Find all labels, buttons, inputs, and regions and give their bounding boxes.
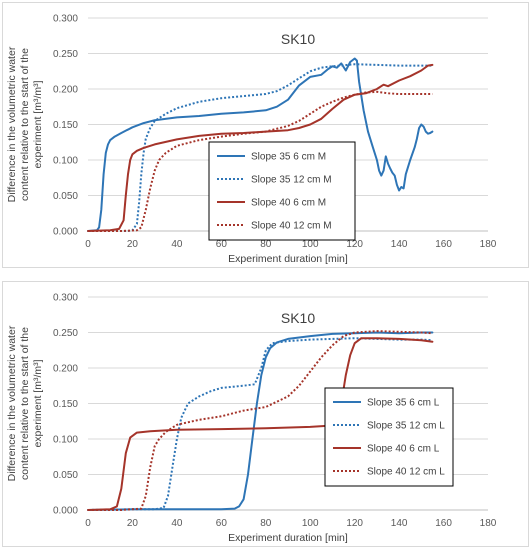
y-tick-label: 0.000 [53,506,78,517]
chart-title: SK10 [281,310,315,326]
series-line-3 [87,63,434,232]
x-tick-label: 60 [216,239,228,250]
x-tick-label: 140 [391,518,408,529]
y-tick-label: 0.050 [53,191,78,202]
x-tick-label: 120 [346,518,363,529]
chart-title: SK10 [281,31,315,47]
y-axis-title-line: experiment [m³/m³] [32,359,44,447]
x-tick-label: 40 [171,239,183,250]
legend-label: Slope 35 12 cm L [367,421,445,432]
y-tick-label: 0.300 [53,14,78,25]
legend-box [208,141,356,241]
x-tick-label: 80 [260,239,272,250]
legend-label: Slope 40 12 cm M [251,221,332,232]
y-tick-label: 0.100 [53,435,78,446]
y-tick-label: 0.300 [53,293,78,304]
legend-label: Slope 40 12 cm L [367,467,445,478]
y-tick-label: 0.250 [53,328,78,339]
y-tick-label: 0.150 [53,120,78,131]
x-tick-label: 40 [171,518,183,529]
legend-label: Slope 35 6 cm M [251,152,326,163]
x-tick-label: 0 [85,518,91,529]
legend-label: Slope 40 6 cm L [367,444,440,455]
x-axis-title: Experiment duration [min] [228,532,348,544]
series-line-2 [87,337,433,511]
series-line-2 [88,63,433,232]
legend-label: Slope 40 6 cm M [251,198,326,209]
y-axis-title-line: Difference in the volumetric water [6,46,18,202]
x-tick-label: 140 [391,239,408,250]
chart-panel-bottom: 0.000 0.050 0.100 0.150 0.200 0.250 0.300 0 20 40… [2,281,529,547]
series-line-4 [88,330,433,511]
x-tick-label: 180 [480,239,497,250]
y-tick-label: 0.150 [53,399,78,410]
x-tick-label: 80 [260,518,272,529]
x-axis-title: Experiment duration [min] [228,253,348,265]
chart-top: 0.000 0.050 0.100 0.150 0.200 0.250 0.300 0 20 40… [6,14,497,266]
x-tick-label: 100 [302,518,319,529]
x-tick-label: 160 [435,518,452,529]
x-tick-label: 0 [85,239,91,250]
x-tick-label: 100 [302,239,319,250]
y-tick-label: 0.000 [53,227,78,238]
series-line-3 [87,337,434,511]
y-tick-label: 0.100 [53,156,78,167]
y-tick-label: 0.200 [53,85,78,96]
y-tick-label: 0.050 [53,470,78,481]
y-axis-title-line: experiment [m³/m³] [32,80,44,168]
chart-bottom: 0.000 0.050 0.100 0.150 0.200 0.250 0.300 0 20 40… [6,293,497,545]
y-tick-label: 0.200 [53,364,78,375]
y-axis-title-line: content relative to the start of the [19,48,31,201]
x-tick-label: 160 [435,239,452,250]
x-tick-label: 120 [346,239,363,250]
legend-box [324,387,454,487]
chart-panel-top: 0.000 0.050 0.100 0.150 0.200 0.250 0.300 0 20 40… [2,2,529,268]
y-tick-label: 0.250 [53,49,78,60]
series-line-4 [88,90,433,232]
x-tick-label: 20 [127,518,139,529]
y-axis-title-line: content relative to the start of the [19,327,31,480]
legend-label: Slope 35 6 cm L [367,398,440,409]
x-tick-label: 20 [127,239,139,250]
y-axis-title-line: Difference in the volumetric water [6,325,18,481]
legend-label: Slope 35 12 cm M [251,175,332,186]
series-line-1 [87,57,434,232]
x-tick-label: 180 [480,518,497,529]
x-tick-label: 60 [216,518,228,529]
